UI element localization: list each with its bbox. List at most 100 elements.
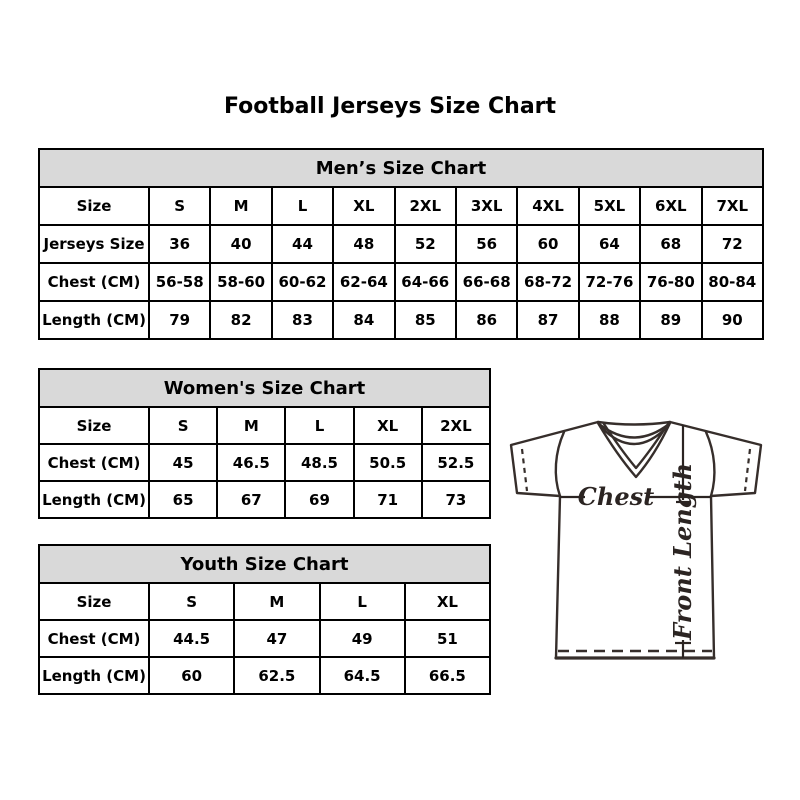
table-row: Chest (CM) 56-58 58-60 60-62 62-64 64-66 66-68… bbox=[38, 262, 765, 302]
value-cell: 68-72 bbox=[516, 262, 580, 302]
value-cell: 64-66 bbox=[393, 262, 457, 302]
value-cell: 2XL bbox=[420, 406, 492, 445]
jersey-collar bbox=[596, 420, 672, 479]
table-row: Jerseys Size 36 40 44 48 52 56 60 64 68 72 bbox=[38, 224, 765, 264]
table-row: Chest (CM) 45 46.5 48.5 50.5 52.5 bbox=[38, 443, 492, 482]
column-header-row: Size S M L XL 2XL bbox=[38, 406, 492, 445]
value-cell: 62.5 bbox=[233, 656, 321, 695]
value-cell: 84 bbox=[332, 300, 396, 340]
value-cell: 72 bbox=[700, 224, 765, 264]
value-cell: 65 bbox=[147, 480, 219, 519]
value-cell: 88 bbox=[577, 300, 642, 340]
jersey-diagram-svg: Chest Front Length bbox=[509, 420, 763, 660]
value-cell: S bbox=[147, 582, 236, 621]
value-cell: 40 bbox=[209, 224, 273, 264]
table-title: Men’s Size Chart bbox=[38, 148, 764, 188]
table-row: Length (CM) 79 82 83 84 85 86 87 88 89 90 bbox=[38, 300, 765, 340]
value-cell: XL bbox=[332, 186, 396, 226]
value-cell: 49 bbox=[318, 619, 406, 658]
value-cell: M bbox=[233, 582, 321, 621]
value-cell: 51 bbox=[403, 619, 492, 658]
value-cell: L bbox=[270, 186, 335, 226]
value-cell: 7XL bbox=[700, 186, 765, 226]
page-title: Football Jerseys Size Chart bbox=[223, 94, 557, 119]
value-cell: 64.5 bbox=[318, 656, 406, 695]
value-cell: 60 bbox=[147, 656, 236, 695]
value-cell: XL bbox=[352, 406, 423, 445]
mens-size-table: Men’s Size Chart Size S M L XL 2XL 3XL 4XL 5XL 6X… bbox=[38, 148, 765, 340]
value-cell: 66-68 bbox=[454, 262, 519, 302]
table-title: Women's Size Chart bbox=[38, 368, 491, 408]
jersey-stitching bbox=[520, 448, 752, 653]
youth-size-table: Youth Size Chart Size S M L XL Chest (CM) 44.5… bbox=[38, 544, 492, 695]
value-cell: 80-84 bbox=[700, 262, 765, 302]
value-cell: 83 bbox=[270, 300, 335, 340]
value-cell: 90 bbox=[700, 300, 765, 340]
value-cell: 44 bbox=[270, 224, 335, 264]
value-cell: M bbox=[209, 186, 273, 226]
value-cell: XL bbox=[403, 582, 492, 621]
value-cell: 60-62 bbox=[270, 262, 335, 302]
value-cell: S bbox=[147, 186, 212, 226]
value-cell: 62-64 bbox=[332, 262, 396, 302]
value-cell: 69 bbox=[284, 480, 355, 519]
value-cell: 6XL bbox=[639, 186, 703, 226]
value-cell: 76-80 bbox=[639, 262, 703, 302]
jersey-measurement-diagram: Chest Front Length bbox=[503, 412, 775, 668]
row-label-cell: Size bbox=[38, 186, 150, 226]
front-length-label: Front Length bbox=[668, 463, 697, 641]
value-cell: 3XL bbox=[454, 186, 519, 226]
row-label-cell: Size bbox=[38, 582, 150, 621]
value-cell: 64 bbox=[577, 224, 642, 264]
value-cell: 2XL bbox=[393, 186, 457, 226]
value-cell: 52.5 bbox=[420, 443, 492, 482]
column-header-row: Size S M L XL bbox=[38, 582, 492, 621]
womens-size-table: Women's Size Chart Size S M L XL 2XL Chest (CM… bbox=[38, 368, 492, 519]
value-cell: 86 bbox=[454, 300, 519, 340]
row-label-cell: Length (CM) bbox=[38, 656, 150, 695]
table-row: Length (CM) 65 67 69 71 73 bbox=[38, 480, 492, 519]
value-cell: 79 bbox=[147, 300, 212, 340]
row-label-cell: Chest (CM) bbox=[38, 619, 150, 658]
value-cell: 72-76 bbox=[577, 262, 642, 302]
row-label-cell: Chest (CM) bbox=[38, 262, 150, 302]
value-cell: 36 bbox=[147, 224, 212, 264]
value-cell: 48.5 bbox=[284, 443, 355, 482]
row-label-cell: Length (CM) bbox=[38, 480, 150, 519]
table-title-row: Women's Size Chart bbox=[38, 368, 491, 408]
value-cell: 46.5 bbox=[216, 443, 287, 482]
row-label-cell: Jerseys Size bbox=[38, 224, 150, 264]
value-cell: 73 bbox=[420, 480, 492, 519]
value-cell: 45 bbox=[147, 443, 219, 482]
value-cell: L bbox=[318, 582, 406, 621]
value-cell: 67 bbox=[216, 480, 287, 519]
value-cell: 4XL bbox=[516, 186, 580, 226]
value-cell: 48 bbox=[332, 224, 396, 264]
value-cell: S bbox=[147, 406, 219, 445]
table-body: Size S M L XL 2XL Chest (CM) 45 46.5 48.5 50.5 52.5… bbox=[38, 406, 492, 519]
value-cell: 52 bbox=[393, 224, 457, 264]
value-cell: 89 bbox=[639, 300, 703, 340]
value-cell: 68 bbox=[639, 224, 703, 264]
value-cell: 56-58 bbox=[147, 262, 212, 302]
chest-label: Chest bbox=[578, 482, 654, 511]
table-body: Size S M L XL Chest (CM) 44.5 47 49 51 Length (CM)… bbox=[38, 582, 492, 695]
front-length-measure-line bbox=[675, 425, 691, 658]
table-row: Chest (CM) 44.5 47 49 51 bbox=[38, 619, 492, 658]
value-cell: 85 bbox=[393, 300, 457, 340]
table-row: Length (CM) 60 62.5 64.5 66.5 bbox=[38, 656, 492, 695]
table-title-row: Men’s Size Chart bbox=[38, 148, 764, 188]
value-cell: L bbox=[284, 406, 355, 445]
value-cell: 82 bbox=[209, 300, 273, 340]
value-cell: 87 bbox=[516, 300, 580, 340]
value-cell: 56 bbox=[454, 224, 519, 264]
value-cell: 44.5 bbox=[147, 619, 236, 658]
table-title: Youth Size Chart bbox=[38, 544, 491, 584]
value-cell: 66.5 bbox=[403, 656, 492, 695]
value-cell: 58-60 bbox=[209, 262, 273, 302]
row-label-cell: Chest (CM) bbox=[38, 443, 150, 482]
value-cell: 50.5 bbox=[352, 443, 423, 482]
value-cell: M bbox=[216, 406, 287, 445]
row-label-cell: Length (CM) bbox=[38, 300, 150, 340]
